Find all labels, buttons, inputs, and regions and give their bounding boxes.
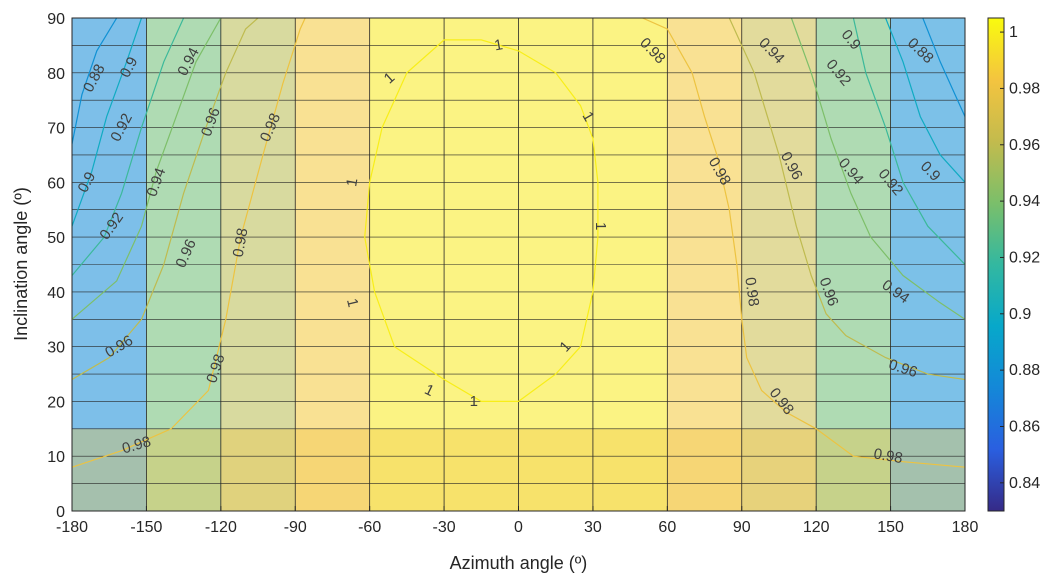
contour-line	[642, 18, 965, 468]
x-tick-labels: -180 -150 -120 -90 -60 -30 0 30 60 90 120 150 180	[56, 506, 978, 536]
x-tick-label: -60	[358, 519, 381, 536]
contour-line	[885, 18, 965, 183]
colorbar	[987, 17, 1005, 512]
contour-line	[72, 18, 118, 145]
colorbar-tick-label: 0.9	[1009, 306, 1031, 323]
y-tick-label: 70	[47, 121, 65, 138]
contour-label: 1	[343, 177, 361, 188]
y-axis-label: Inclination angle (º)	[11, 187, 31, 341]
contour-line	[922, 18, 965, 117]
colorbar-tick-label: 0.86	[1009, 418, 1040, 435]
contour-label: 0.98	[872, 445, 904, 467]
grid-lines	[72, 18, 965, 511]
contour-label: 1	[592, 222, 609, 230]
x-axis-label: Azimuth angle (º)	[450, 553, 588, 573]
x-tick-label: -90	[284, 519, 307, 536]
contour-label: 0.98	[741, 276, 762, 307]
contour-line	[72, 18, 306, 468]
contour-labels: 0.88 0.9 0.940.92 0.96 0.980.9 0.940.920.96 0.…	[74, 26, 943, 467]
x-tick-label: -150	[130, 519, 162, 536]
x-tick-label: 90	[733, 519, 751, 536]
x-tick-label: 60	[658, 519, 676, 536]
colorbar-tick-label: 0.92	[1009, 249, 1040, 266]
x-tick-label: 30	[584, 519, 602, 536]
x-tick-label: -30	[433, 519, 456, 536]
contour-label: 0.98	[230, 227, 252, 259]
contour-label: 1	[493, 36, 504, 54]
colorbar-tick-label: 0.88	[1009, 362, 1040, 379]
x-tick-label: 180	[952, 519, 979, 536]
colorbar-tick-labels: 0.84 0.86 0.88 0.9 0.92 0.94 0.96 0.98 1	[1000, 24, 1040, 492]
x-tick-label: 0	[514, 519, 523, 536]
x-tick-label: -120	[205, 519, 237, 536]
x-tick-label: -180	[56, 519, 88, 536]
y-tick-label: 60	[47, 175, 65, 192]
y-tick-label: 0	[56, 504, 65, 521]
contour-label: 1	[343, 297, 362, 309]
contour-line	[728, 18, 965, 381]
y-tick-label: 10	[47, 449, 65, 466]
y-tick-label: 80	[47, 66, 65, 83]
contour-line	[72, 18, 185, 276]
y-tick-labels: 0 10 20 30 40 50 60 70 80 90	[47, 11, 65, 521]
x-tick-label: 150	[877, 519, 904, 536]
x-tick-label: 120	[803, 519, 830, 536]
contour-line	[72, 18, 259, 381]
y-tick-label: 90	[47, 11, 65, 28]
colorbar-tick-label: 0.98	[1009, 80, 1040, 97]
contour-line	[852, 18, 965, 265]
contour-line	[364, 39, 599, 402]
contour-label: 1	[470, 393, 478, 410]
colorbar-tick-label: 0.96	[1009, 137, 1040, 154]
colorbar-tick-label: 0.94	[1009, 193, 1040, 210]
contour-line	[790, 18, 965, 320]
y-tick-label: 50	[47, 230, 65, 247]
y-tick-label: 40	[47, 285, 65, 302]
colorbar-tick-label: 1	[1009, 24, 1018, 41]
contour-line	[72, 18, 222, 320]
contour-lines	[72, 18, 965, 468]
contour-line	[72, 18, 143, 227]
y-tick-label: 30	[47, 340, 65, 357]
y-tick-label: 20	[47, 394, 65, 411]
colorbar-tick-label: 0.84	[1009, 475, 1040, 492]
